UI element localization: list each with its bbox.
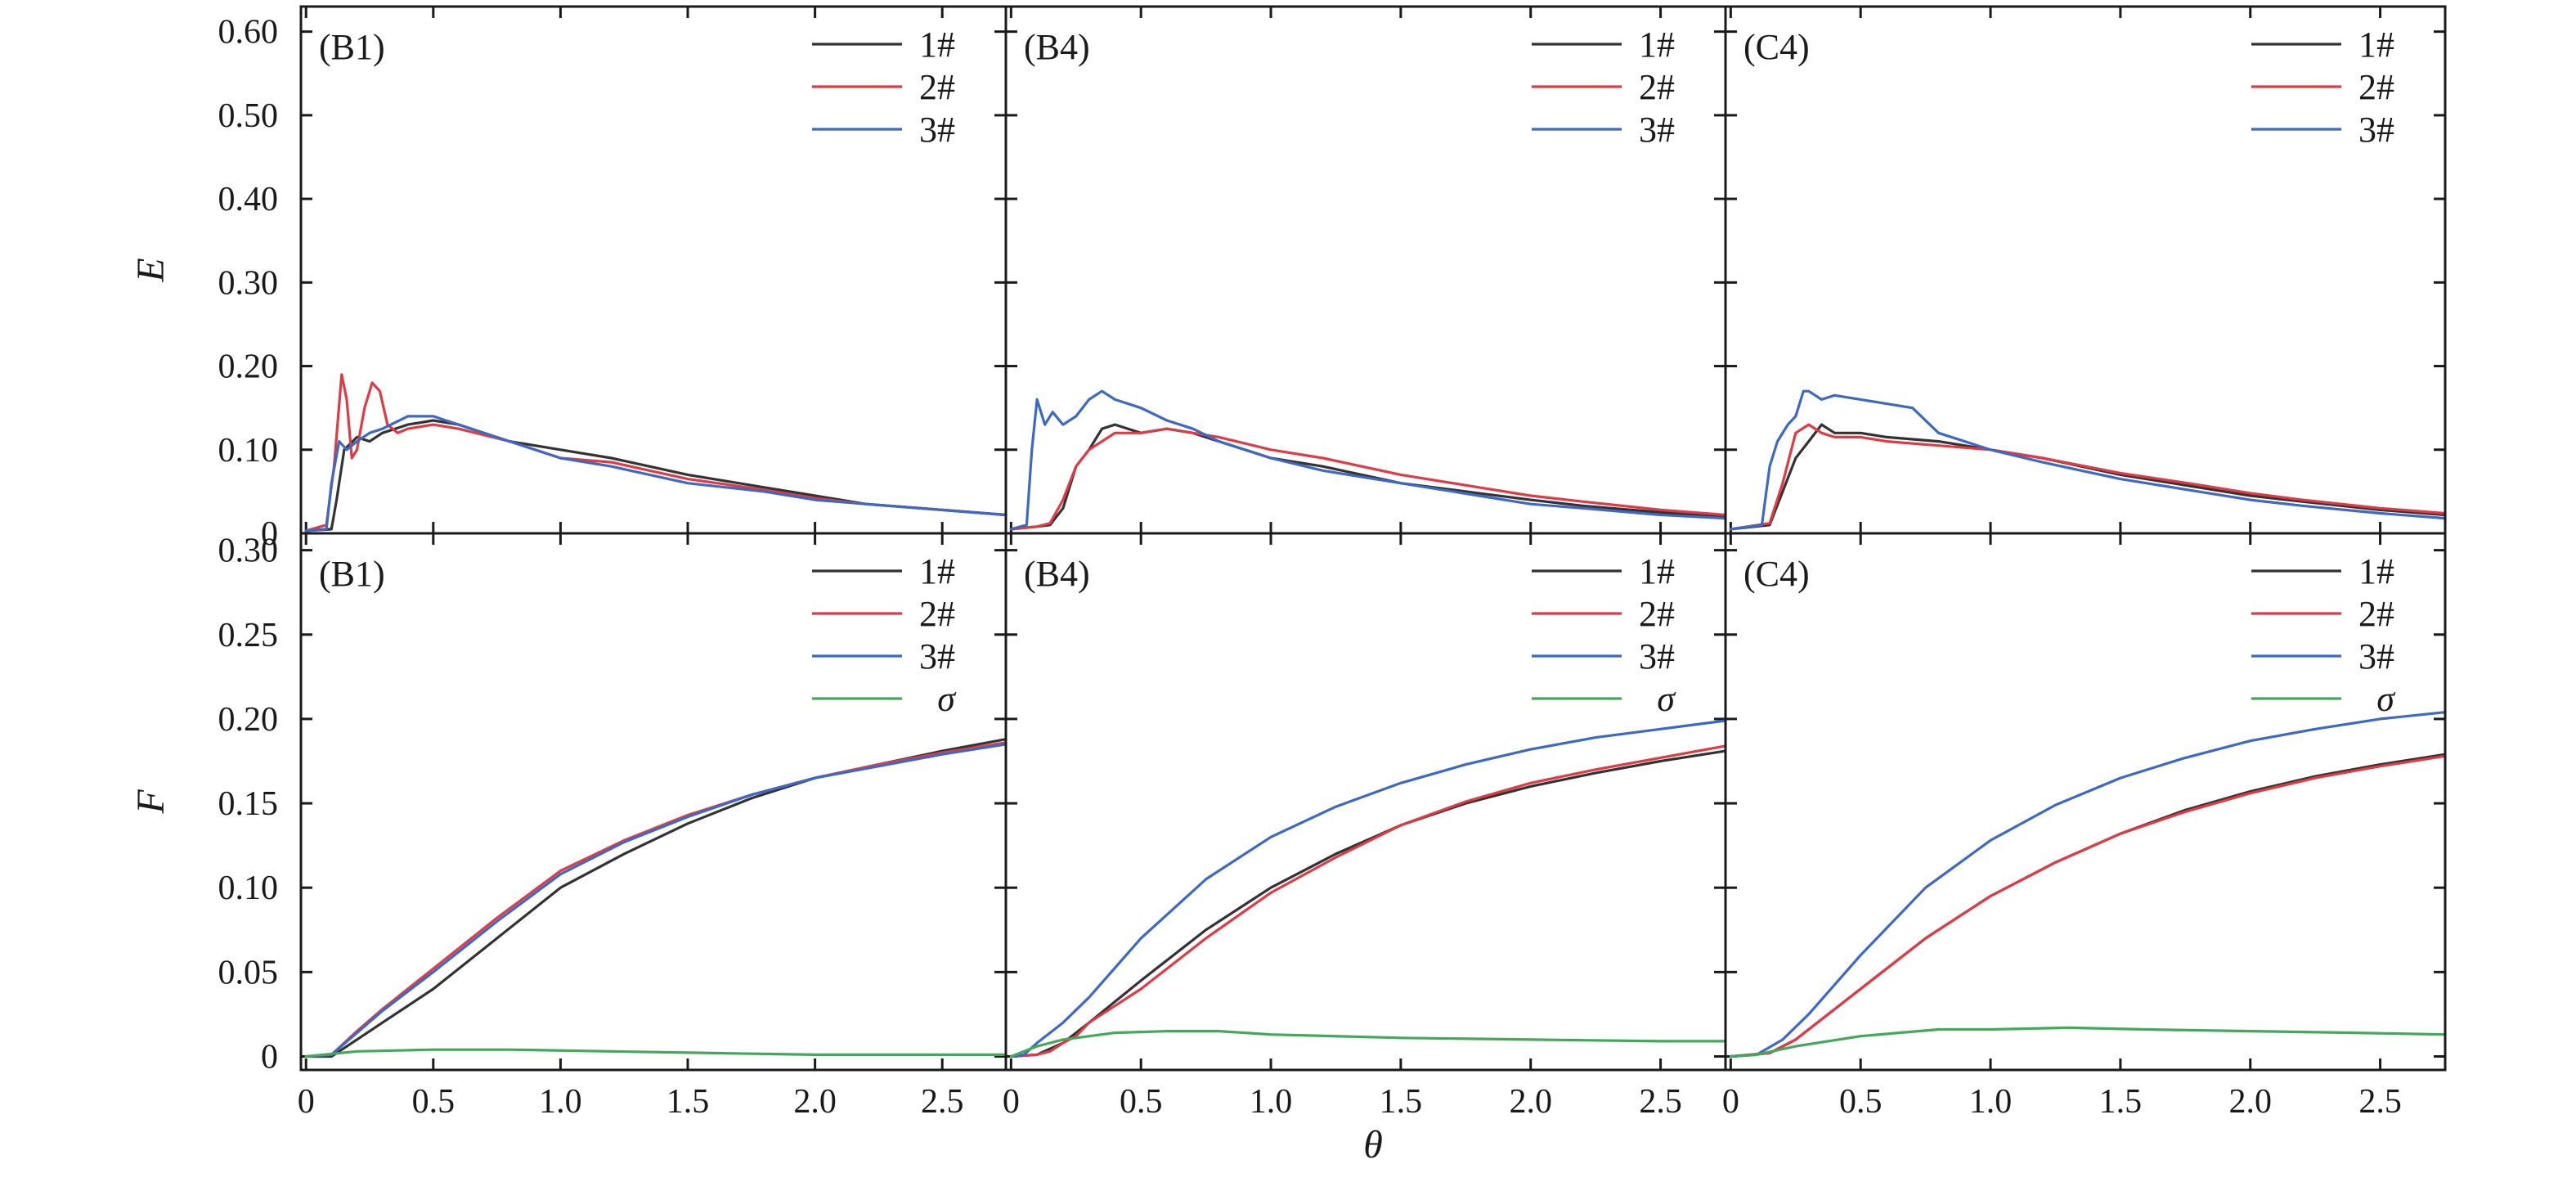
panel-label: (C4) <box>1744 554 1810 594</box>
x-tick-label: 0 <box>298 1083 315 1121</box>
panel-F-B1: (B1) 1#2#3#σ <box>299 532 1008 1072</box>
legend-label: 3# <box>2358 636 2394 676</box>
legend: 1#2#3# <box>1532 25 1675 150</box>
panel-E-B1: (B1) 1#2#3# <box>299 5 1008 535</box>
x-tick-label: 1.0 <box>1250 1083 1293 1121</box>
y-tick-label: 0.25 <box>218 617 279 654</box>
x-tick-label: 0 <box>1003 1083 1020 1121</box>
series-line-4 <box>1729 1026 2447 1058</box>
series-line-3 <box>304 415 1008 533</box>
series-line-4 <box>1009 1029 1727 1058</box>
x-tick-label: 2.0 <box>1509 1083 1552 1121</box>
series-line-1 <box>304 738 1008 1058</box>
series-line-3 <box>1009 719 1727 1058</box>
x-tick-label: 2.5 <box>921 1083 964 1121</box>
y-tick-label: 0.20 <box>218 348 279 386</box>
legend-label: 2# <box>1639 67 1675 107</box>
y-tick-label: 0 <box>261 515 278 553</box>
legend-label: 1# <box>1639 25 1675 65</box>
legend-label: σ <box>2376 679 2396 719</box>
x-tick-label: 0.5 <box>412 1083 456 1121</box>
panel-F-C4: (C4) 1#2#3#σ <box>1724 532 2447 1072</box>
legend-label: 2# <box>1639 594 1675 634</box>
x-tick-label: 1.0 <box>539 1083 582 1121</box>
legend: 1#2#3#σ <box>1532 551 1676 719</box>
y-tick-label: 0.30 <box>218 264 279 302</box>
series-line-2 <box>1729 754 2447 1058</box>
series-line-4 <box>304 1048 1008 1058</box>
plot-frame <box>1724 532 2447 1072</box>
y-tick-label: 0.10 <box>218 870 279 907</box>
legend: 1#2#3# <box>812 25 955 150</box>
x-tick-label: 2.5 <box>1639 1083 1682 1121</box>
panel-label: (C4) <box>1744 27 1810 67</box>
legend-label: 1# <box>919 25 955 65</box>
y-tick-label: 0.40 <box>218 181 279 218</box>
legend-label: σ <box>1657 679 1676 719</box>
series-line-3 <box>1009 389 1727 531</box>
x-tick-label: 2.5 <box>2358 1083 2402 1121</box>
x-tick-label: 0.5 <box>1839 1083 1883 1121</box>
panel-E-C4: (C4) 1#2#3# <box>1724 5 2447 535</box>
panel-label: (B1) <box>319 554 385 594</box>
y-axis-title: F <box>129 789 173 815</box>
legend-label: 2# <box>919 67 955 107</box>
y-tick-label: 0.30 <box>218 533 279 570</box>
panel-label: (B4) <box>1024 554 1090 594</box>
legend-label: 3# <box>1639 110 1675 150</box>
x-tick-label: 2.0 <box>2228 1083 2272 1121</box>
series-line-1 <box>1009 749 1727 1058</box>
series-line-3 <box>304 743 1008 1058</box>
series-line-2 <box>1009 427 1727 531</box>
legend-label: 1# <box>2358 551 2394 591</box>
y-axis-title: E <box>129 258 173 282</box>
legend-label: 1# <box>2358 25 2394 65</box>
x-tick-label: 1.0 <box>1969 1083 2013 1121</box>
y-tick-label: 0.05 <box>218 954 279 991</box>
x-tick-label: 1.5 <box>1380 1083 1423 1121</box>
series-line-3 <box>1729 389 2447 531</box>
y-tick-label: 0 <box>261 1038 278 1076</box>
legend-label: 3# <box>919 110 955 150</box>
x-tick-label: 0 <box>1722 1083 1739 1121</box>
legend-label: 3# <box>2358 110 2394 150</box>
series-line-2 <box>304 741 1008 1058</box>
legend-label: 1# <box>1639 551 1675 591</box>
legend-label: 2# <box>2358 594 2394 634</box>
legend-label: 1# <box>919 551 955 591</box>
x-axis-title: θ <box>1363 1123 1383 1166</box>
y-tick-label: 0.20 <box>218 701 279 739</box>
y-tick-label: 0.15 <box>218 785 279 823</box>
legend: 1#2#3# <box>2251 25 2394 150</box>
legend-label: σ <box>937 679 957 719</box>
legend: 1#2#3#σ <box>2251 551 2396 719</box>
legend-label: 2# <box>919 594 955 634</box>
y-tick-label: 0.10 <box>218 432 279 470</box>
series-line-2 <box>304 373 1008 533</box>
panel-E-B4: (B4) 1#2#3# <box>1004 5 1727 535</box>
x-tick-label: 2.0 <box>793 1083 837 1121</box>
legend-label: 2# <box>2358 67 2394 107</box>
legend-label: 3# <box>919 636 955 676</box>
series-line-3 <box>1729 711 2447 1058</box>
x-tick-label: 1.5 <box>2099 1083 2143 1121</box>
panel-label: (B4) <box>1024 27 1090 67</box>
panel-label: (B1) <box>319 27 385 67</box>
series-line-2 <box>1009 744 1727 1058</box>
y-tick-label: 0.50 <box>218 97 279 135</box>
y-tick-label: 0.60 <box>218 14 279 52</box>
legend: 1#2#3#σ <box>812 551 957 719</box>
panel-F-B4: (B4) 1#2#3#σ <box>1004 532 1727 1072</box>
legend-label: 3# <box>1639 636 1675 676</box>
x-tick-label: 0.5 <box>1120 1083 1163 1121</box>
series-line-1 <box>1729 423 2447 531</box>
x-tick-label: 1.5 <box>666 1083 710 1121</box>
series-line-2 <box>1729 423 2447 531</box>
series-line-1 <box>1729 753 2447 1058</box>
